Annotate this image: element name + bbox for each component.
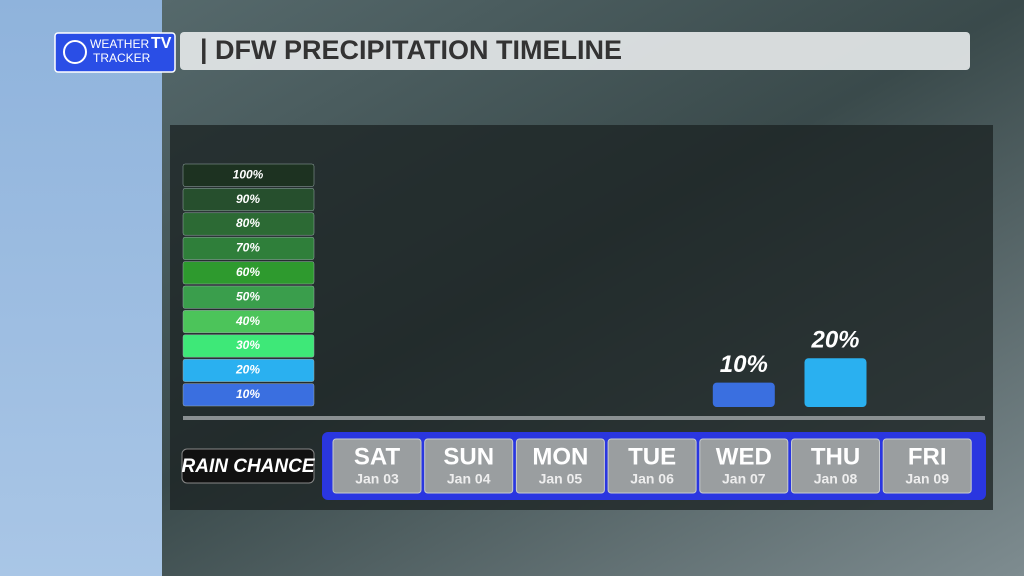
baseline: [183, 416, 985, 420]
scale-box: [182, 383, 315, 407]
bar: [712, 382, 775, 407]
day-cell: [607, 438, 697, 494]
y-tick-label: 50%: [236, 289, 260, 303]
scale-box: [182, 188, 315, 212]
bar: [804, 358, 867, 407]
title-divider: |: [200, 34, 208, 64]
scale-box: [182, 163, 315, 187]
x-tick-label: SAT: [354, 443, 401, 470]
date-label: Jan 03: [355, 471, 399, 487]
date-label: Jan 07: [722, 471, 766, 487]
day-cell: [699, 438, 789, 494]
logo-text: WEATHER: [90, 37, 149, 51]
date-label: Jan 04: [447, 471, 491, 487]
x-tick-label: THU: [811, 443, 860, 470]
logo: [54, 32, 176, 73]
scale-box: [182, 212, 315, 236]
date-label: Jan 08: [814, 471, 858, 487]
chart-title: DFW PRECIPITATION TIMELINE: [215, 35, 622, 65]
logo-text: TRACKER: [93, 51, 151, 65]
day-cell: [332, 438, 422, 494]
side-stripe: [0, 0, 162, 576]
y-tick-label: 60%: [236, 265, 260, 279]
day-cell: [515, 438, 605, 494]
scale-box: [182, 236, 315, 260]
y-tick-label: 10%: [236, 387, 260, 401]
date-label: Jan 06: [630, 471, 674, 487]
logo-icon: [63, 40, 87, 64]
y-tick-label: 70%: [236, 241, 260, 255]
logo-badge: TV: [151, 35, 172, 52]
x-tick-label: WED: [716, 443, 772, 470]
x-tick-label: SUN: [443, 443, 494, 470]
day-cell: [424, 438, 514, 494]
row-label: RAIN CHANCE: [182, 456, 316, 477]
x-tick-label: MON: [532, 443, 588, 470]
y-tick-label: 100%: [233, 167, 264, 181]
scale-box: [182, 358, 315, 382]
x-tick-label: FRI: [908, 443, 947, 470]
y-tick-label: 40%: [235, 314, 260, 328]
y-tick-label: 80%: [236, 216, 260, 230]
date-label: Jan 09: [905, 471, 949, 487]
x-tick-label: TUE: [628, 443, 676, 470]
value-label: 10%: [720, 351, 768, 378]
value-label: 20%: [810, 327, 859, 354]
scale-box: [182, 310, 315, 334]
date-label: Jan 05: [539, 471, 583, 487]
y-tick-label: 20%: [235, 363, 260, 377]
scale-box: [182, 261, 315, 285]
scale-box: [182, 334, 315, 358]
day-cell: [791, 438, 880, 494]
scale-box: [182, 285, 315, 309]
title-bar: [180, 32, 970, 70]
y-tick-label: 90%: [236, 192, 260, 206]
day-cell: [882, 438, 972, 494]
y-tick-label: 30%: [236, 338, 260, 352]
row-label-box: [181, 448, 315, 484]
